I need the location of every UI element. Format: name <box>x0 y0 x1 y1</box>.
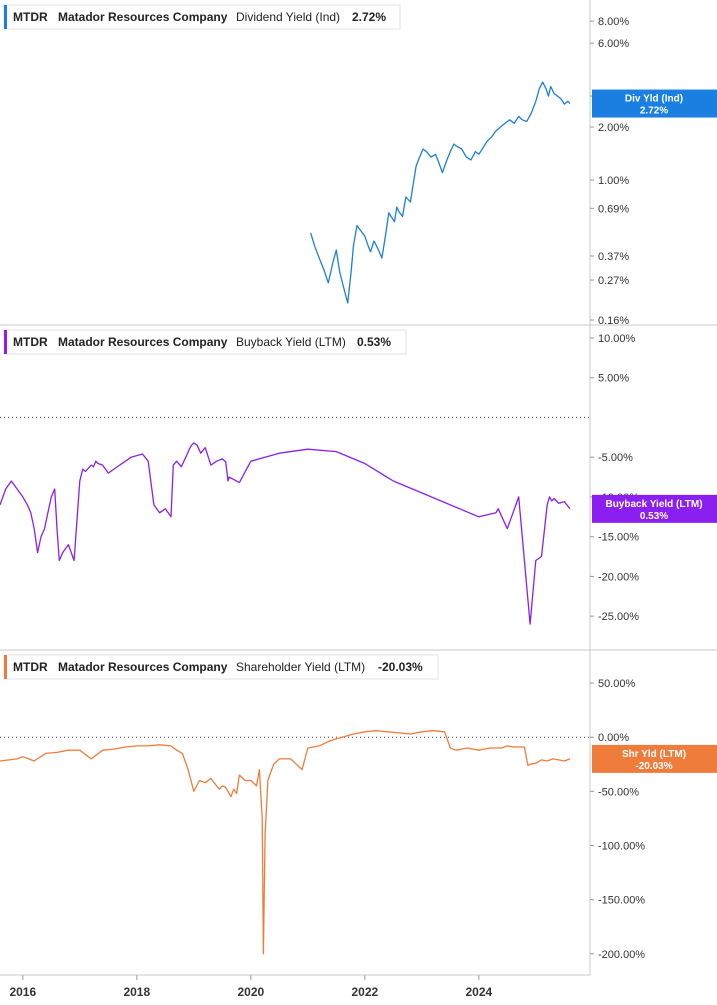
y-tick-label: 1.00% <box>598 175 629 187</box>
value-badge-bg <box>592 744 717 773</box>
value-badge-value: -20.03% <box>635 761 672 772</box>
y-tick-label: 5.00% <box>598 373 629 385</box>
legend-company: Matador Resources Company <box>58 335 228 349</box>
legend-value: 2.72% <box>352 10 386 24</box>
x-tick-label: 2018 <box>123 985 150 999</box>
x-tick-label: 2020 <box>237 985 264 999</box>
legend: MTDR Matador Resources Company Buyback Yie… <box>3 329 407 355</box>
x-tick-label: 2024 <box>465 985 492 999</box>
value-badge-bg <box>592 494 717 523</box>
y-tick-label: -15.00% <box>598 532 639 544</box>
y-tick-label: -100.00% <box>598 840 645 852</box>
x-tick-label: 2022 <box>351 985 378 999</box>
legend: MTDR Matador Resources Company Shareholder… <box>3 654 439 680</box>
series-line-shareholder-yield-ltm- <box>0 730 571 955</box>
panel-1: 8.00%6.00%3.00%2.00%1.00%0.69%0.37%0.27%… <box>3 4 717 327</box>
y-tick-label: 8.00% <box>598 16 629 28</box>
legend-value: -20.03% <box>378 660 423 674</box>
value-badge-value: 0.53% <box>640 511 668 522</box>
legend: MTDR Matador Resources Company Dividend Yi… <box>3 4 401 30</box>
y-tick-label: -150.00% <box>598 895 645 907</box>
legend-box <box>3 654 439 680</box>
y-tick-label: 0.27% <box>598 275 629 287</box>
legend-color-swatch <box>4 5 7 29</box>
x-tick-label: 2016 <box>9 985 36 999</box>
y-tick-label: -200.00% <box>598 949 645 961</box>
y-tick-label: 0.00% <box>598 732 629 744</box>
y-tick-label: 10.00% <box>598 333 636 345</box>
value-badge: Buyback Yield (LTM)0.53% <box>592 494 717 523</box>
legend-company: Matador Resources Company <box>58 10 228 24</box>
panel-3: 50.00% 0.00% -50.00% -100.00% -150.00% -200.0… <box>0 649 717 961</box>
value-badge-bg <box>592 89 717 118</box>
legend-metric: Shareholder Yield (LTM) <box>236 660 365 674</box>
value-badge-label: Div Yld (Ind) <box>625 94 683 105</box>
value-badge-label: Buyback Yield (LTM) <box>605 499 702 510</box>
y-tick-label: -20.00% <box>598 571 639 583</box>
legend-value: 0.53% <box>357 335 391 349</box>
legend-ticker: MTDR <box>13 660 48 674</box>
value-badge-value: 2.72% <box>640 106 668 117</box>
y-tick-label: -5.00% <box>598 452 633 464</box>
value-badge-label: Shr Yld (LTM) <box>622 749 686 760</box>
y-tick-label: 0.37% <box>598 251 629 263</box>
value-badge: Div Yld (Ind)2.72% <box>592 89 717 118</box>
value-badge: Shr Yld (LTM)-20.03% <box>592 744 717 773</box>
legend-color-swatch <box>4 330 7 354</box>
legend-color-swatch <box>4 655 7 679</box>
legend-metric: Dividend Yield (Ind) <box>236 10 340 24</box>
y-tick-label: 6.00% <box>598 38 629 50</box>
series-line-dividend-yield-ind- <box>310 81 571 304</box>
y-tick-label: -25.00% <box>598 611 639 623</box>
legend-ticker: MTDR <box>13 335 48 349</box>
series-line-buyback-yield-ltm- <box>0 442 571 625</box>
y-tick-label: 0.69% <box>598 203 629 215</box>
y-tick-label: -50.00% <box>598 786 639 798</box>
panel-2: 10.00%5.00%-5.00%-10.00%-15.00%-20.00%-2… <box>0 324 717 625</box>
y-tick-label: 0.16% <box>598 315 629 327</box>
legend-ticker: MTDR <box>13 10 48 24</box>
y-tick-label: 50.00% <box>598 678 636 690</box>
y-tick-label: 2.00% <box>598 122 629 134</box>
legend-metric: Buyback Yield (LTM) <box>236 335 346 349</box>
legend-company: Matador Resources Company <box>58 660 228 674</box>
